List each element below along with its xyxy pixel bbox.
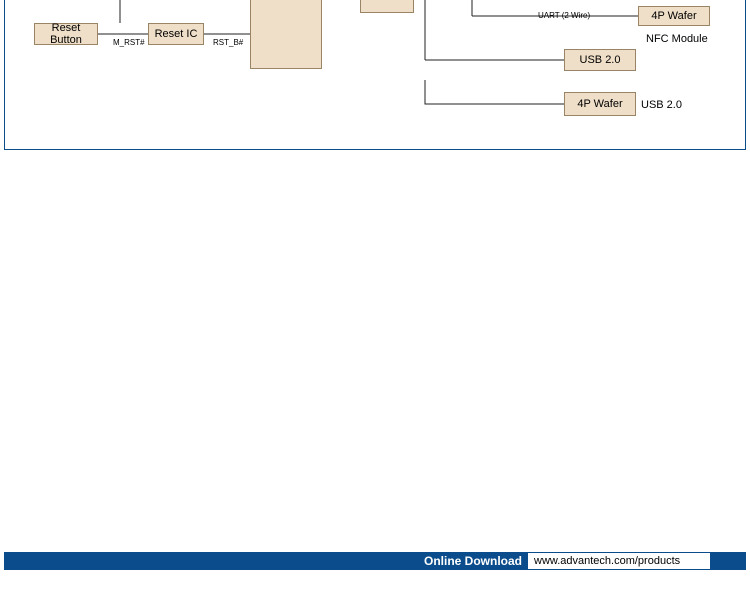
m-rst-label: M_RST# <box>113 38 145 47</box>
online-download-label: Online Download <box>424 554 528 568</box>
page-canvas: Reset Button Reset IC 4P Wafer USB 2.0 4… <box>0 0 750 591</box>
wafer-top-label: 4P Wafer <box>651 10 696 22</box>
nfc-module-label: NFC Module <box>646 33 708 45</box>
small-block <box>360 0 414 13</box>
block-diagram-frame <box>4 0 746 150</box>
reset-ic-label: Reset IC <box>155 28 198 40</box>
wafer-bot-label: 4P Wafer <box>577 98 622 110</box>
soc-block <box>250 0 322 69</box>
download-url-text: www.advantech.com/products <box>534 555 680 567</box>
wafer-top-block: 4P Wafer <box>638 6 710 26</box>
footer-bar: Online Download www.advantech.com/produc… <box>4 552 746 570</box>
reset-button-label: Reset Button <box>35 22 97 46</box>
download-url-box[interactable]: www.advantech.com/products <box>528 553 710 569</box>
usb-mid-label: USB 2.0 <box>580 54 621 66</box>
usb-mid-block: USB 2.0 <box>564 49 636 71</box>
uart-label: UART (2 Wire) <box>538 11 590 20</box>
reset-ic-block: Reset IC <box>148 23 204 45</box>
reset-button-block: Reset Button <box>34 23 98 45</box>
usb-side-label: USB 2.0 <box>641 99 682 111</box>
rst-b-label: RST_B# <box>213 38 243 47</box>
wafer-bot-block: 4P Wafer <box>564 92 636 116</box>
